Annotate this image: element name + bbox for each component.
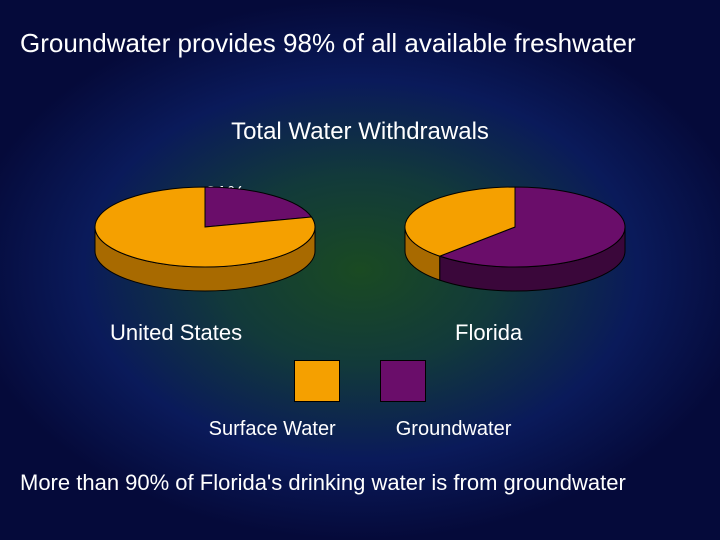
subtitle: Total Water Withdrawals <box>0 118 720 146</box>
legend-label-ground: Groundwater <box>396 418 512 441</box>
legend-item-surface <box>294 360 340 402</box>
chart-label-us: United States <box>110 320 242 346</box>
legend-swatch-ground <box>380 360 426 402</box>
legend-labels: Surface Water Groundwater <box>0 418 720 441</box>
legend <box>0 360 720 402</box>
footer-text: More than 90% of Florida's drinking wate… <box>20 470 700 496</box>
page-title: Groundwater provides 98% of all availabl… <box>20 28 700 59</box>
chart-label-fl: Florida <box>455 320 522 346</box>
legend-swatch-surface <box>294 360 340 402</box>
pie-chart-florida <box>400 185 640 305</box>
legend-label-surface: Surface Water <box>209 418 336 441</box>
pie-chart-united-states <box>90 185 330 305</box>
legend-item-ground <box>380 360 426 402</box>
